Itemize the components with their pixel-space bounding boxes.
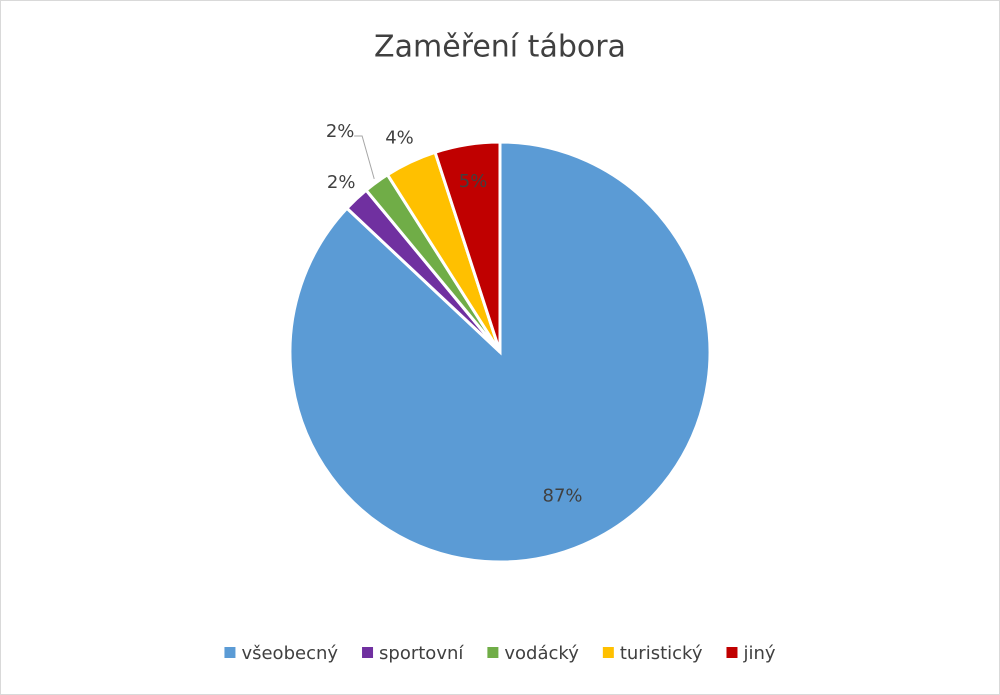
data-label: 2% — [327, 172, 356, 193]
legend-swatch — [362, 647, 374, 658]
data-label: 5% — [459, 171, 488, 192]
data-label: 2% — [326, 121, 355, 142]
legend-swatch — [726, 647, 738, 658]
legend-label: jiný — [742, 643, 775, 664]
legend: všeobecný sportovní vodácký turistický jiný — [224, 643, 776, 664]
legend-label: sportovní — [379, 643, 464, 664]
legend-swatch — [487, 647, 499, 658]
legend-swatch — [224, 647, 236, 658]
chart-title: Zaměření tábora — [374, 30, 626, 65]
pie-slice — [433, 140, 502, 353]
legend-swatch — [602, 647, 614, 658]
legend-label: turistický — [620, 643, 703, 664]
data-label: 4% — [385, 127, 414, 148]
leader-line — [354, 135, 375, 180]
legend-label: vodácký — [504, 643, 579, 664]
data-label: 87% — [543, 486, 583, 507]
legend-label: všeobecný — [241, 643, 338, 664]
